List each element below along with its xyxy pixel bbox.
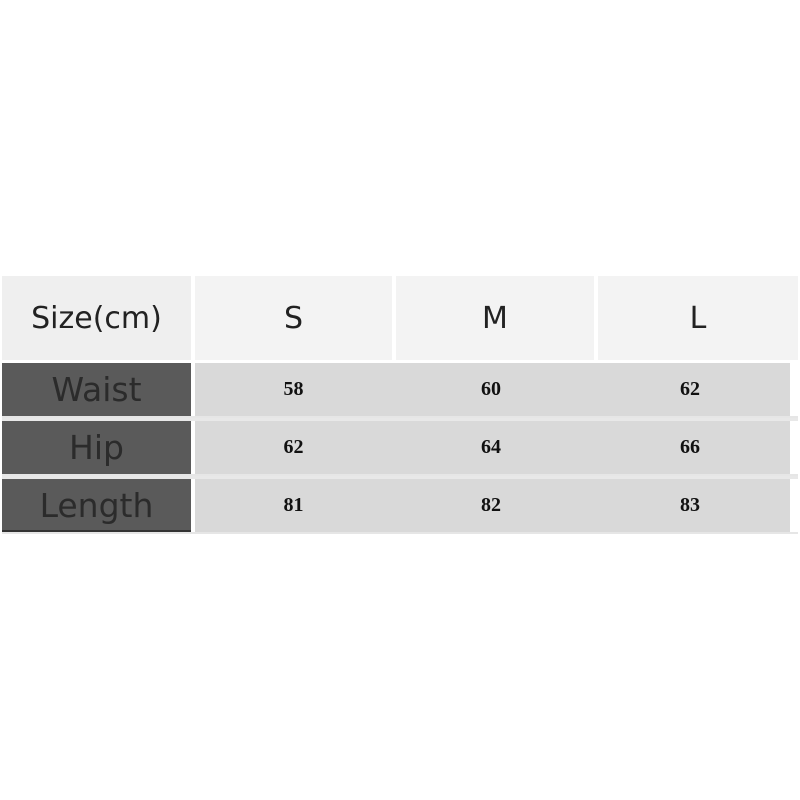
table-cell: 62: [195, 421, 392, 474]
table-cell: 60: [392, 363, 590, 416]
row-divider: [2, 476, 798, 479]
size-chart-table: Size(cm) S M L Waist 58 60 62 Hip 62 64 …: [2, 276, 798, 534]
table-cell: 58: [195, 363, 392, 416]
header-row: Size(cm) S M L: [2, 276, 798, 360]
table-cell: 82: [392, 479, 590, 532]
header-cell-l: L: [598, 276, 798, 360]
header-cell-s: S: [195, 276, 392, 360]
table-cell: 62: [590, 363, 790, 416]
table-cell: 81: [195, 479, 392, 532]
row-label: Hip: [2, 421, 191, 474]
table-cell: 64: [392, 421, 590, 474]
row-divider: [2, 418, 798, 421]
row-label: Length: [2, 479, 191, 532]
table-row-length: Length 81 82 83: [2, 479, 798, 534]
header-cell-m: M: [396, 276, 594, 360]
table-cell: 83: [590, 479, 790, 532]
header-cell-size: Size(cm): [2, 276, 191, 360]
table-row-hip: Hip 62 64 66: [2, 421, 798, 476]
row-label: Waist: [2, 363, 191, 416]
table-cell: 66: [590, 421, 790, 474]
bottom-border: [2, 530, 191, 532]
table-row-waist: Waist 58 60 62: [2, 363, 798, 418]
